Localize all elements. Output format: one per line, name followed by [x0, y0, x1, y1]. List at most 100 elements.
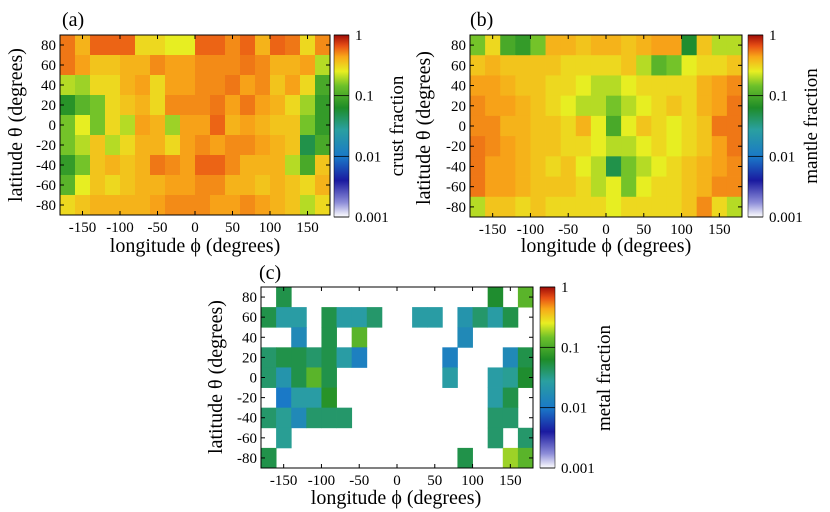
y-tick-label: -20: [446, 139, 466, 155]
heatmap-cell: [135, 55, 151, 76]
colorbar-label-a: crust fraction: [387, 75, 408, 176]
heatmap-cell: [150, 155, 166, 176]
y-tick-label: 80: [242, 290, 257, 306]
heatmap-cell: [530, 35, 546, 56]
heatmap-cell: [606, 55, 622, 76]
heatmap-cell: [485, 136, 501, 157]
heatmap-cell: [165, 135, 181, 156]
heatmap-cell: [530, 156, 546, 177]
heatmap-cell: [502, 407, 519, 429]
heatmap-cell: [590, 176, 607, 198]
heatmap-cell: [90, 55, 106, 76]
heatmap-cell: [225, 55, 241, 76]
heatmap-cell: [120, 195, 136, 216]
heatmap-cell: [590, 196, 607, 218]
heatmap-cell: [90, 95, 106, 116]
heatmap-cell: [485, 156, 501, 177]
heatmap-cell: [621, 95, 637, 117]
heatmap-cell: [500, 115, 516, 137]
y-tick-label: 40: [41, 78, 56, 94]
heatmap-cell: [225, 175, 241, 196]
heatmap-cell: [255, 115, 271, 136]
heatmap-cell: [575, 176, 592, 198]
heatmap-cell: [225, 95, 241, 116]
heatmap-cell: [180, 35, 196, 56]
heatmap-cell: [210, 155, 226, 176]
x-tick-label: -50: [558, 222, 578, 238]
heatmap-cell: [515, 136, 531, 157]
heatmap-cell: [75, 75, 91, 96]
heatmap-cell: [545, 95, 562, 117]
heatmap-cell: [285, 195, 301, 216]
heatmap-cell: [470, 136, 486, 157]
heatmap-cell: [150, 115, 166, 136]
heatmap-cell: [666, 115, 682, 137]
heatmap-cell: [427, 307, 443, 328]
heatmap-cell: [240, 75, 256, 96]
heatmap-cell: [300, 115, 316, 136]
colorbar-tick-label: 1: [355, 28, 363, 44]
heatmap-cell: [255, 35, 271, 56]
heatmap-cell: [276, 307, 292, 328]
heatmap-cell: [270, 115, 286, 136]
heatmap-cell: [351, 347, 368, 368]
heatmap-cell: [485, 75, 501, 97]
x-tick-label: 50: [427, 473, 442, 489]
heatmap-cell: [195, 95, 211, 116]
heatmap-cell: [135, 155, 151, 176]
x-tick-label: 100: [461, 473, 484, 489]
heatmap-cell: [711, 176, 728, 198]
heatmap-cell: [60, 175, 76, 196]
panel-label-b: (b): [470, 9, 493, 31]
heatmap-cell: [321, 367, 337, 388]
x-tick-label: -100: [106, 220, 134, 236]
heatmap-cell: [412, 307, 428, 328]
heatmap-cell: [560, 75, 577, 97]
heatmap-cell: [711, 95, 728, 117]
heatmap-cell: [500, 75, 516, 97]
heatmap-cell: [545, 75, 562, 97]
heatmap-cell: [291, 387, 307, 409]
y-tick-label: -60: [237, 431, 257, 447]
x-tick-label: -50: [349, 473, 369, 489]
heatmap-cell: [285, 95, 301, 116]
heatmap-cell: [636, 176, 652, 198]
colorbar-tick-label: 0.1: [769, 89, 788, 105]
heatmap-cell: [470, 95, 486, 117]
heatmap-cell: [285, 55, 301, 76]
heatmap-cell: [696, 156, 713, 177]
heatmap-cell: [90, 175, 106, 196]
heatmap-cell: [255, 135, 271, 156]
heatmap-cell: [515, 95, 531, 117]
colorbar-tick-label: 0.01: [355, 149, 381, 165]
y-tick-label: 80: [451, 38, 466, 54]
heatmap-cell: [590, 75, 607, 97]
y-tick-label: -60: [446, 180, 466, 196]
heatmap-cell: [75, 155, 91, 176]
heatmap-cell: [470, 196, 486, 218]
y-tick-label: 60: [451, 58, 466, 74]
heatmap-cell: [300, 175, 316, 196]
heatmap-cell: [315, 55, 331, 76]
heatmap-cell: [195, 195, 211, 216]
y-axis-label-c: latitude θ (degrees): [205, 300, 227, 454]
y-tick-label: 80: [41, 38, 56, 54]
heatmap-cell: [651, 35, 667, 56]
x-axis-label-b: longitude ϕ (degrees): [521, 235, 691, 257]
heatmap-cell: [681, 115, 698, 137]
heatmap-cell: [105, 175, 121, 196]
colorbar-c: [539, 286, 556, 469]
heatmap-cell: [120, 95, 136, 116]
heatmap-cell: [225, 195, 241, 216]
heatmap-cell: [666, 95, 682, 117]
heatmap-cell: [517, 447, 534, 469]
heatmap-cell: [135, 195, 151, 216]
heatmap-cell: [560, 136, 577, 157]
x-tick-label: 150: [296, 220, 319, 236]
panel-label-c: (c): [259, 262, 281, 284]
heatmap-cell: [590, 156, 607, 177]
heatmap-cell: [90, 35, 106, 56]
heatmap-cell: [75, 175, 91, 196]
heatmap-cell: [75, 55, 91, 76]
heatmap-cell: [90, 155, 106, 176]
